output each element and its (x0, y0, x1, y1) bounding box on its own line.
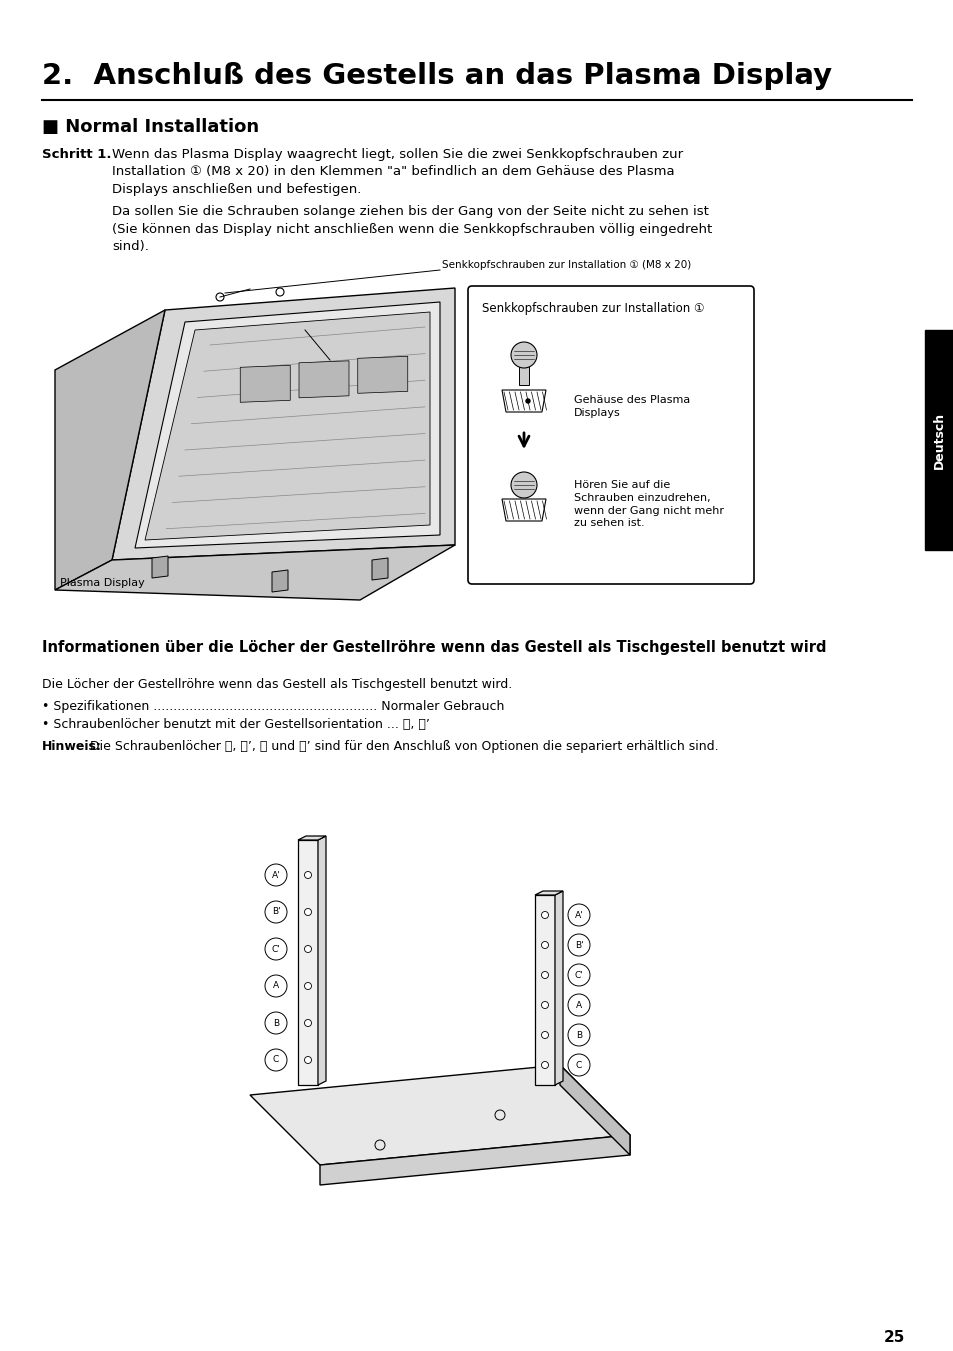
Text: Plasma Display: Plasma Display (60, 578, 145, 588)
Text: Schritt 1.: Schritt 1. (42, 149, 112, 161)
Circle shape (304, 908, 312, 916)
Text: 25: 25 (882, 1329, 904, 1346)
Circle shape (541, 1032, 548, 1039)
Polygon shape (297, 840, 317, 1085)
Text: Deutsch: Deutsch (931, 412, 944, 469)
Circle shape (567, 965, 589, 986)
Text: Die Schraubenlöcher Ⓐ, Ⓐ’, Ⓒ und Ⓒ’ sind für den Anschluß von Optionen die separ: Die Schraubenlöcher Ⓐ, Ⓐ’, Ⓒ und Ⓒ’ sind… (86, 740, 718, 753)
Polygon shape (135, 303, 439, 549)
Polygon shape (55, 309, 165, 590)
Text: C: C (576, 1061, 581, 1070)
Polygon shape (317, 836, 326, 1085)
Circle shape (265, 901, 287, 923)
Polygon shape (372, 558, 388, 580)
Polygon shape (535, 892, 562, 894)
Circle shape (541, 912, 548, 919)
Polygon shape (555, 892, 562, 1085)
Circle shape (304, 946, 312, 952)
Text: Hinweis:: Hinweis: (42, 740, 102, 753)
Text: • Schraubenlöcher benutzt mit der Gestellsorientation ... Ⓑ, Ⓑ’: • Schraubenlöcher benutzt mit der Gestel… (42, 717, 430, 731)
Polygon shape (518, 363, 529, 385)
Polygon shape (501, 499, 545, 521)
Circle shape (215, 293, 224, 301)
Text: Klemmen 'a': Klemmen 'a' (332, 350, 401, 359)
Text: Wenn das Plasma Display waagrecht liegt, sollen Sie die zwei Senkkopfschrauben z: Wenn das Plasma Display waagrecht liegt,… (112, 149, 682, 196)
Bar (924, 330, 952, 550)
Text: Informationen über die Löcher der Gestellröhre wenn das Gestell als Tischgestell: Informationen über die Löcher der Gestel… (42, 640, 825, 655)
Text: Senkkopfschrauben zur Installation ①: Senkkopfschrauben zur Installation ① (481, 303, 703, 315)
Polygon shape (152, 557, 168, 578)
Circle shape (541, 942, 548, 948)
Polygon shape (357, 357, 407, 393)
Polygon shape (298, 361, 349, 397)
Circle shape (541, 1001, 548, 1008)
Text: ■ Normal Installation: ■ Normal Installation (42, 118, 259, 136)
Text: Gehäuse des Plasma
Displays: Gehäuse des Plasma Displays (574, 394, 690, 417)
Text: A': A' (272, 870, 280, 880)
Text: A: A (576, 1001, 581, 1009)
Text: B: B (273, 1019, 279, 1028)
Circle shape (265, 865, 287, 886)
Polygon shape (559, 1065, 629, 1155)
Polygon shape (55, 544, 455, 600)
Circle shape (265, 938, 287, 961)
Polygon shape (272, 570, 288, 592)
Polygon shape (145, 312, 430, 540)
Circle shape (567, 1054, 589, 1075)
Text: A: A (273, 981, 279, 990)
Text: C': C' (574, 970, 583, 979)
Polygon shape (319, 1135, 629, 1185)
Circle shape (541, 971, 548, 978)
Circle shape (567, 994, 589, 1016)
Polygon shape (112, 288, 455, 561)
Circle shape (265, 975, 287, 997)
FancyBboxPatch shape (468, 286, 753, 584)
Circle shape (304, 871, 312, 878)
Text: Da sollen Sie die Schrauben solange ziehen bis der Gang von der Seite nicht zu s: Da sollen Sie die Schrauben solange zieh… (112, 205, 712, 253)
Circle shape (541, 1062, 548, 1069)
Circle shape (265, 1048, 287, 1071)
Polygon shape (297, 836, 326, 840)
Polygon shape (250, 1065, 629, 1165)
Circle shape (304, 1056, 312, 1063)
Text: Senkkopfschrauben zur Installation ① (M8 x 20): Senkkopfschrauben zur Installation ① (M8… (441, 259, 691, 270)
Circle shape (525, 399, 530, 403)
Text: Hören Sie auf die
Schrauben einzudrehen,
wenn der Gang nicht mehr
zu sehen ist.: Hören Sie auf die Schrauben einzudrehen,… (574, 480, 723, 528)
Text: B': B' (574, 940, 582, 950)
Text: Die Löcher der Gestellröhre wenn das Gestell als Tischgestell benutzt wird.: Die Löcher der Gestellröhre wenn das Ges… (42, 678, 512, 690)
Circle shape (511, 342, 537, 367)
Circle shape (511, 471, 537, 499)
Text: B': B' (272, 908, 280, 916)
Polygon shape (240, 365, 290, 403)
Circle shape (304, 1020, 312, 1027)
Text: C': C' (272, 944, 280, 954)
Circle shape (567, 934, 589, 957)
Circle shape (567, 1024, 589, 1046)
Circle shape (265, 1012, 287, 1034)
Polygon shape (501, 390, 545, 412)
Polygon shape (535, 894, 555, 1085)
Circle shape (304, 982, 312, 989)
Circle shape (567, 904, 589, 925)
Text: C: C (273, 1055, 279, 1065)
Text: A': A' (574, 911, 582, 920)
Text: • Spezifikationen ........................................................ Norma: • Spezifikationen ......................… (42, 700, 504, 713)
Text: 2.  Anschluß des Gestells an das Plasma Display: 2. Anschluß des Gestells an das Plasma D… (42, 62, 831, 91)
Text: B: B (576, 1031, 581, 1039)
Circle shape (275, 288, 284, 296)
